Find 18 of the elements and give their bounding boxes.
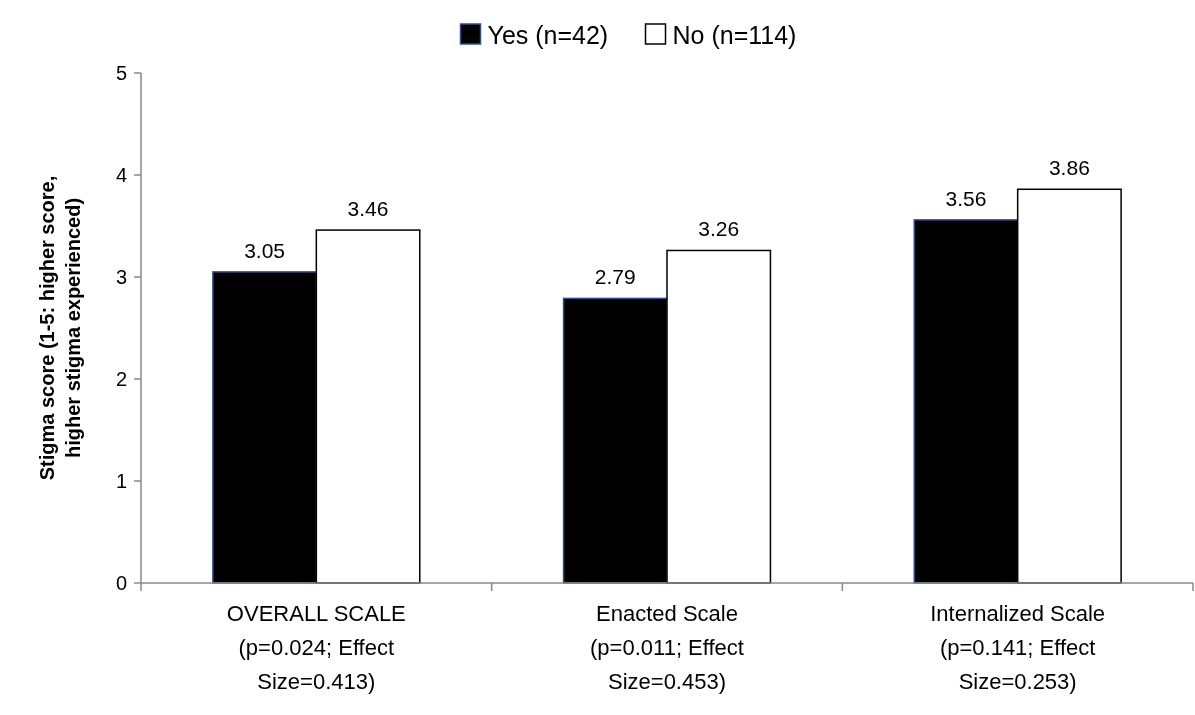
x-tick-label: Enacted Scale (p=0.011; Effect Size=0.453) xyxy=(590,601,744,694)
legend-label: Yes (n=42) xyxy=(487,20,609,49)
y-tick-label: 2 xyxy=(115,368,127,390)
y-tick-label: 5 xyxy=(115,62,127,84)
data-label: 3.05 xyxy=(244,238,286,262)
y-tick-label: 0 xyxy=(115,572,127,594)
data-label: 3.26 xyxy=(698,217,740,241)
data-label: 3.46 xyxy=(347,197,389,221)
y-tick-label: 1 xyxy=(115,470,127,492)
y-tick-label: 4 xyxy=(115,164,127,186)
y-tick-label: 3 xyxy=(115,266,127,288)
x-tick-label: Internalized Scale (p=0.141; Effect Size=0.253) xyxy=(930,601,1106,694)
data-label: 2.79 xyxy=(594,265,636,289)
data-label: 3.86 xyxy=(1048,156,1090,180)
y-axis-title: Stigma score (1-5: higher score, higher stigma experienced) xyxy=(36,175,84,481)
data-label: 3.56 xyxy=(945,186,987,210)
x-tick-label: OVERALL SCALE (p=0.024; Effect Size=0.413) xyxy=(226,601,406,694)
legend-label: No (n=114) xyxy=(672,20,797,49)
